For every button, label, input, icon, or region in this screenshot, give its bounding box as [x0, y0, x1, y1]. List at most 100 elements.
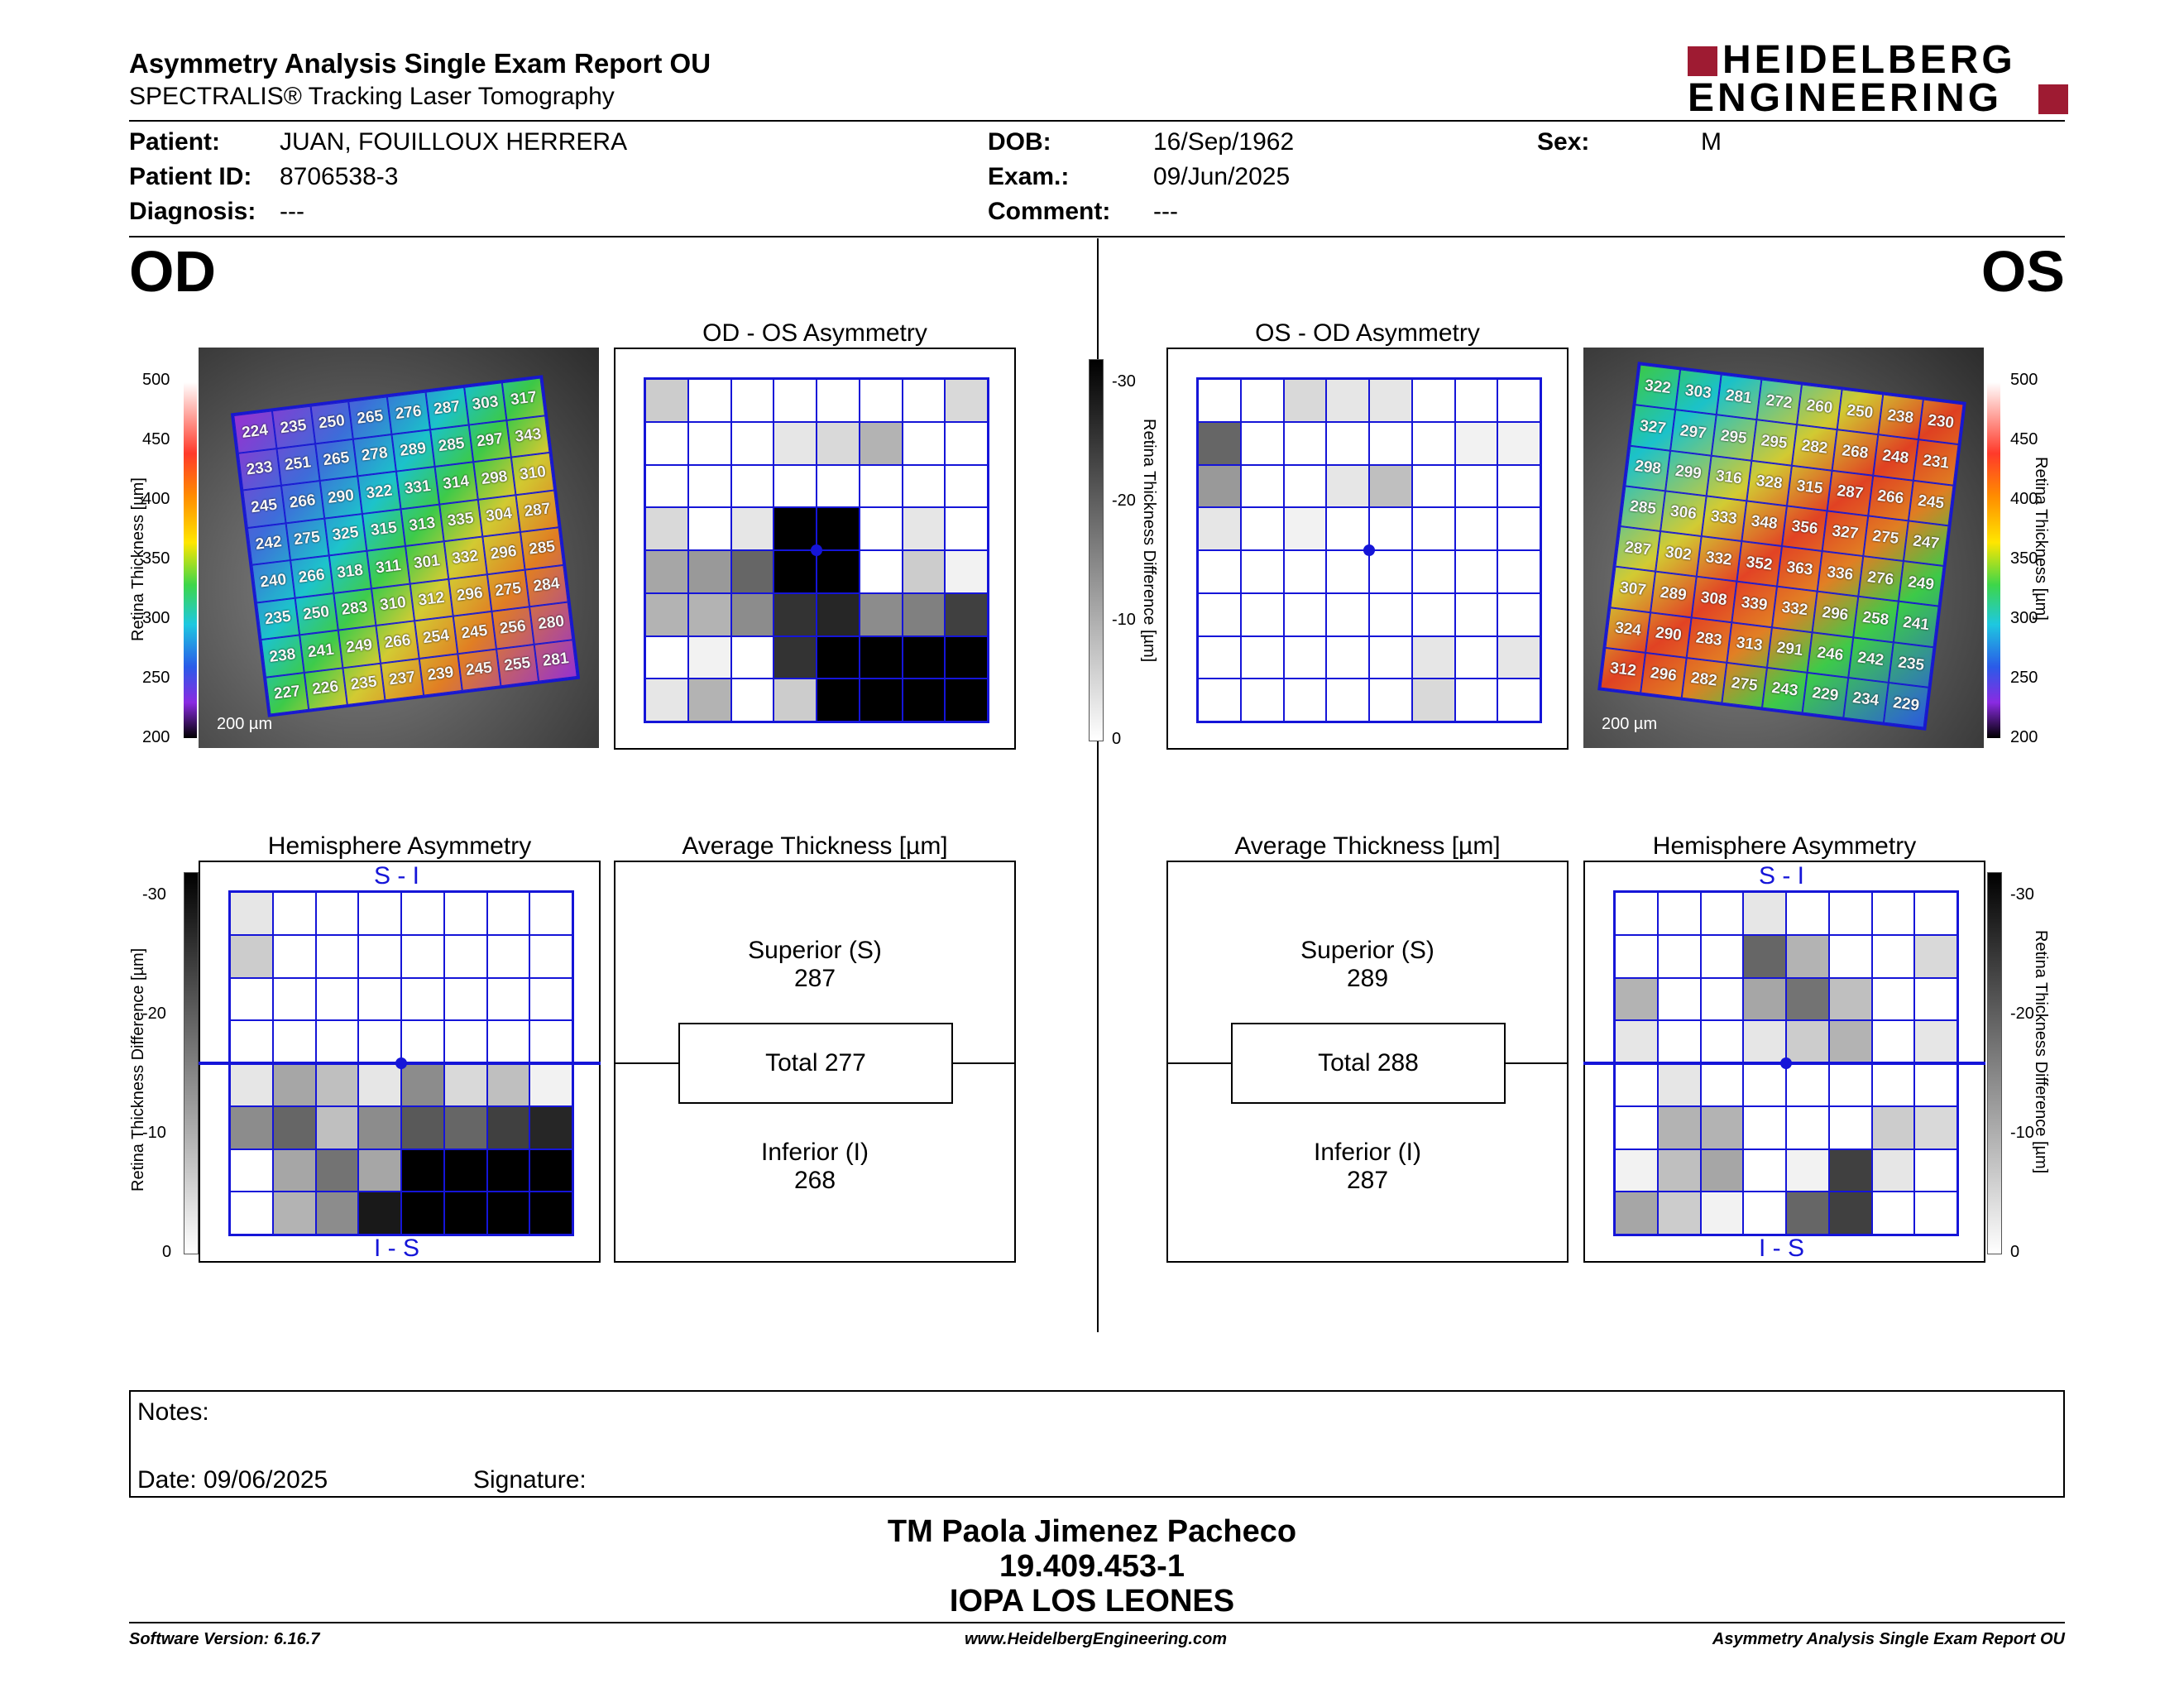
asym-cell [401, 977, 444, 1021]
signer-name: TM Paola Jimenez Pacheco [887, 1514, 1297, 1549]
thickness-cell: 275 [486, 569, 530, 611]
asym-cell [1657, 1063, 1701, 1106]
asym-cell [687, 592, 731, 636]
asym-cell [902, 507, 946, 550]
asym-cell [401, 1020, 444, 1063]
asym-cell [1786, 934, 1829, 978]
os-avg-title: Average Thickness [µm] [1234, 832, 1501, 860]
asym-cell [1497, 550, 1540, 593]
os-total-box: Total 288 [1231, 1023, 1506, 1104]
asym-cell [902, 464, 946, 508]
asym-cell [902, 679, 946, 722]
asym-cell [1700, 977, 1744, 1021]
asym-cell [902, 592, 946, 636]
thickness-cell: 313 [400, 504, 444, 546]
thickness-cell: 308 [1691, 576, 1737, 622]
os-hemi-title: Hemisphere Asymmetry [1652, 832, 1917, 860]
asym-cell [859, 550, 903, 593]
thickness-cell: 322 [357, 471, 401, 514]
asym-cell [1497, 464, 1540, 508]
asym-cell [1454, 592, 1498, 636]
od-thick-tick: 400 [142, 490, 170, 508]
asym-cell [645, 507, 688, 550]
thickness-cell: 285 [520, 527, 564, 570]
comment-value: --- [1153, 198, 1178, 225]
center-divider [1097, 238, 1099, 1332]
os-fundus-image: 322 303 281 272 260 250 238 230 327 297 295 295 282 2… [1583, 348, 1984, 748]
asym-cell [730, 421, 774, 465]
thickness-cell: 311 [366, 546, 410, 588]
asym-cell [1454, 635, 1498, 679]
asym-cell [730, 379, 774, 422]
thickness-cell: 331 [395, 466, 439, 509]
thickness-cell: 243 [1761, 667, 1808, 713]
od-hemi-title: Hemisphere Asymmetry [267, 832, 532, 860]
asym-cell [315, 1020, 359, 1063]
thickness-cell: 310 [511, 452, 555, 495]
asym-cell [945, 464, 988, 508]
thickness-cell: 266 [280, 481, 324, 523]
asym-cell [1326, 592, 1369, 636]
thickness-cell: 290 [319, 476, 363, 519]
exam-label: Exam.: [988, 163, 1070, 190]
os-od-asym-title: OS - OD Asymmetry [1255, 319, 1480, 347]
os-od-fovea-dot [1363, 544, 1375, 556]
asym-cell [945, 507, 988, 550]
od-fundus-image: 224 235 250 265 276 287 303 317 233 251 265 278 289 2… [199, 348, 599, 748]
asym-cell [1871, 892, 1915, 935]
asym-cell [272, 1105, 316, 1149]
thickness-cell: 245 [1908, 480, 1954, 526]
asym-cell [1786, 1105, 1829, 1149]
asym-cell [529, 1192, 572, 1235]
asym-cell [1454, 550, 1498, 593]
asym-cell [774, 464, 817, 508]
asym-cell [1657, 1192, 1701, 1235]
asym-cell [645, 635, 688, 679]
asym-cell [1283, 379, 1327, 422]
asym-cell [1497, 592, 1540, 636]
notes-date: Date: 09/06/2025 [137, 1466, 328, 1494]
asym-cell [1369, 679, 1412, 722]
asym-cell [1828, 977, 1872, 1021]
asym-cell [486, 977, 530, 1021]
od-scalebar: 200 µm [217, 715, 273, 733]
asym-cell [1240, 507, 1284, 550]
od-thick-tick: 500 [142, 371, 170, 389]
eye-label-os: OS [1980, 239, 2065, 304]
asym-cell [1497, 379, 1540, 422]
asym-cell [1283, 507, 1327, 550]
asym-cell [945, 592, 988, 636]
asym-cell [1786, 892, 1829, 935]
asym-cell [1615, 1149, 1658, 1192]
asym-cell [230, 1020, 273, 1063]
asym-cell [1615, 1020, 1658, 1063]
od-hemi-tick: -30 [142, 885, 166, 904]
os-hemi-tick: -30 [2010, 885, 2034, 904]
asym-cell [1871, 934, 1915, 978]
od-thick-tick: 200 [142, 728, 170, 746]
thickness-cell: 296 [481, 531, 525, 574]
asym-cell [817, 379, 860, 422]
asym-cell [1828, 1020, 1872, 1063]
thickness-cell: 318 [328, 550, 372, 593]
thickness-cell: 303 [1675, 369, 1722, 415]
asym-cell [486, 892, 530, 935]
os-thick-tick: 200 [2010, 728, 2038, 746]
asym-cell [1497, 421, 1540, 465]
asym-cell [1198, 379, 1241, 422]
thickness-cell: 287 [1615, 525, 1661, 572]
od-os-asym-title: OD - OS Asymmetry [702, 319, 927, 347]
asym-cell [1700, 1105, 1744, 1149]
asym-cell [1871, 1063, 1915, 1106]
od-os-asym-panel [614, 348, 1016, 750]
thickness-cell: 242 [1847, 636, 1894, 683]
thickness-cell: 287 [1827, 470, 1873, 516]
od-hemi-tick: -20 [142, 1005, 166, 1023]
asym-cell [1497, 507, 1540, 550]
thickness-cell: 295 [1751, 420, 1798, 466]
asym-cell [315, 934, 359, 978]
thickness-cell: 285 [1620, 486, 1666, 531]
asym-cell [1411, 379, 1455, 422]
asym-cell [817, 550, 860, 593]
asym-cell [1198, 550, 1241, 593]
